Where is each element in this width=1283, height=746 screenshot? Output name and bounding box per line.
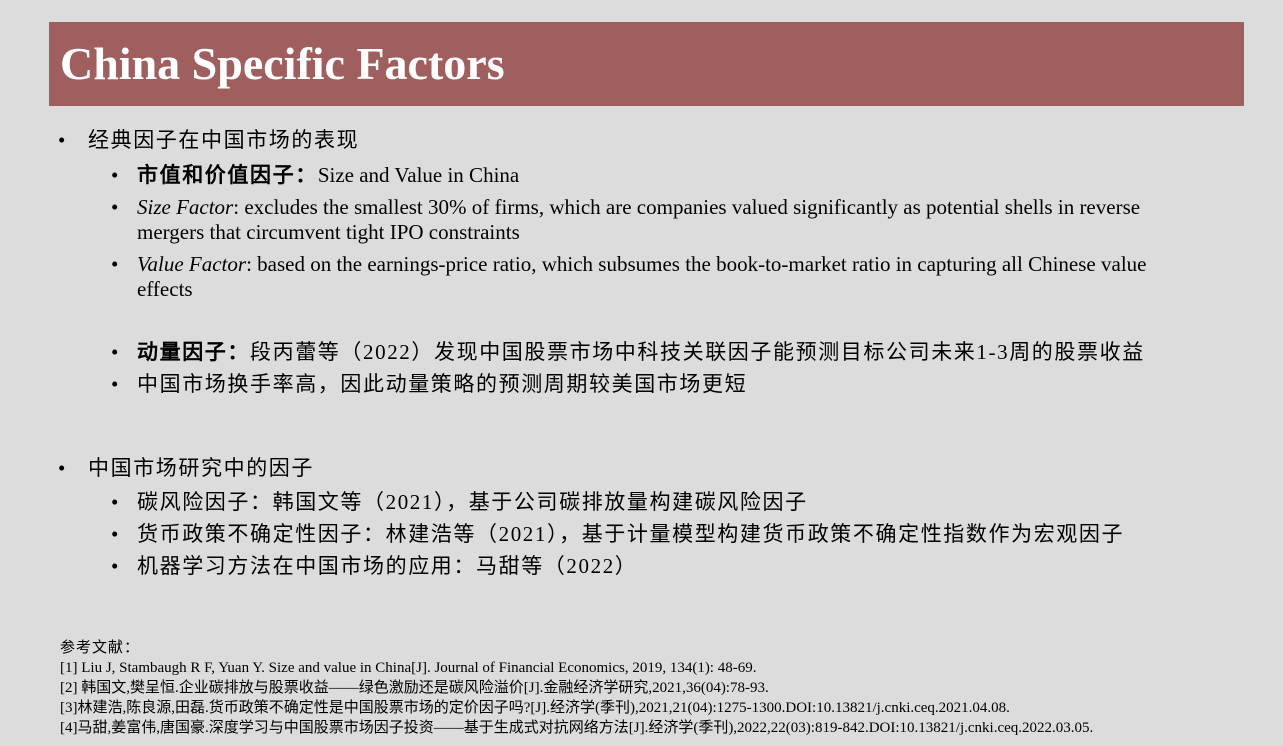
bullet-text: : excludes the smallest 30% of firms, wh…	[137, 195, 1141, 244]
bullet-text: 中国市场换手率高，因此动量策略的预测周期较美国市场更短	[137, 372, 748, 396]
bullet-dot: •	[111, 372, 119, 396]
bullet-label: 动量因子：	[137, 340, 250, 364]
bullet-text: Size and Value in China	[317, 163, 520, 187]
reference-item: [3]林建浩,陈良源,田磊.货币政策不确定性是中国股票市场的定价因子吗?[J].…	[60, 700, 1010, 716]
bullet-dot: •	[58, 456, 66, 480]
section-heading: 经典因子在中国市场的表现	[88, 128, 360, 152]
bullet-label: Size Factor	[137, 195, 234, 219]
reference-item: [2] 韩国文,樊呈恒.企业碳排放与股票收益——绿色激励还是碳风险溢价[J].金…	[60, 680, 769, 696]
bullet-text: 段丙蕾等（2022）发现中国股票市场中科技关联因子能预测目标公司未来1-3周的股…	[250, 340, 1145, 364]
bullet-dot: •	[58, 128, 66, 152]
bullet-text: : based on the earnings-price ratio, whi…	[137, 252, 1147, 301]
bullet-dot: •	[111, 195, 119, 219]
slide-title: China Specific Factors	[60, 38, 505, 89]
bullet-label: Value Factor	[137, 252, 247, 276]
bullet-dot: •	[111, 163, 119, 187]
section-heading: 中国市场研究中的因子	[88, 456, 314, 480]
title-bar: China Specific Factors	[49, 22, 1244, 106]
bullet-text: 碳风险因子：韩国文等（2021），基于公司碳排放量构建碳风险因子	[137, 490, 808, 514]
bullet-dot: •	[111, 252, 119, 276]
references-heading: 参考文献：	[60, 640, 141, 656]
references: 参考文献： [1] Liu J, Stambaugh R F, Yuan Y. …	[60, 638, 1275, 738]
bullet-text: 机器学习方法在中国市场的应用：马甜等（2022）	[137, 554, 638, 578]
bullet-label: 市值和价值因子：	[137, 163, 318, 187]
bullet-text: 货币政策不确定性因子：林建浩等（2021），基于计量模型构建货币政策不确定性指数…	[137, 522, 1125, 546]
reference-item: [1] Liu J, Stambaugh R F, Yuan Y. Size a…	[60, 660, 757, 676]
bullet-dot: •	[111, 340, 119, 364]
bullet-dot: •	[111, 554, 119, 578]
bullet-dot: •	[111, 490, 119, 514]
bullet-dot: •	[111, 522, 119, 546]
reference-item: [4]马甜,姜富伟,唐国豪.深度学习与中国股票市场因子投资——基于生成式对抗网络…	[60, 720, 1094, 736]
